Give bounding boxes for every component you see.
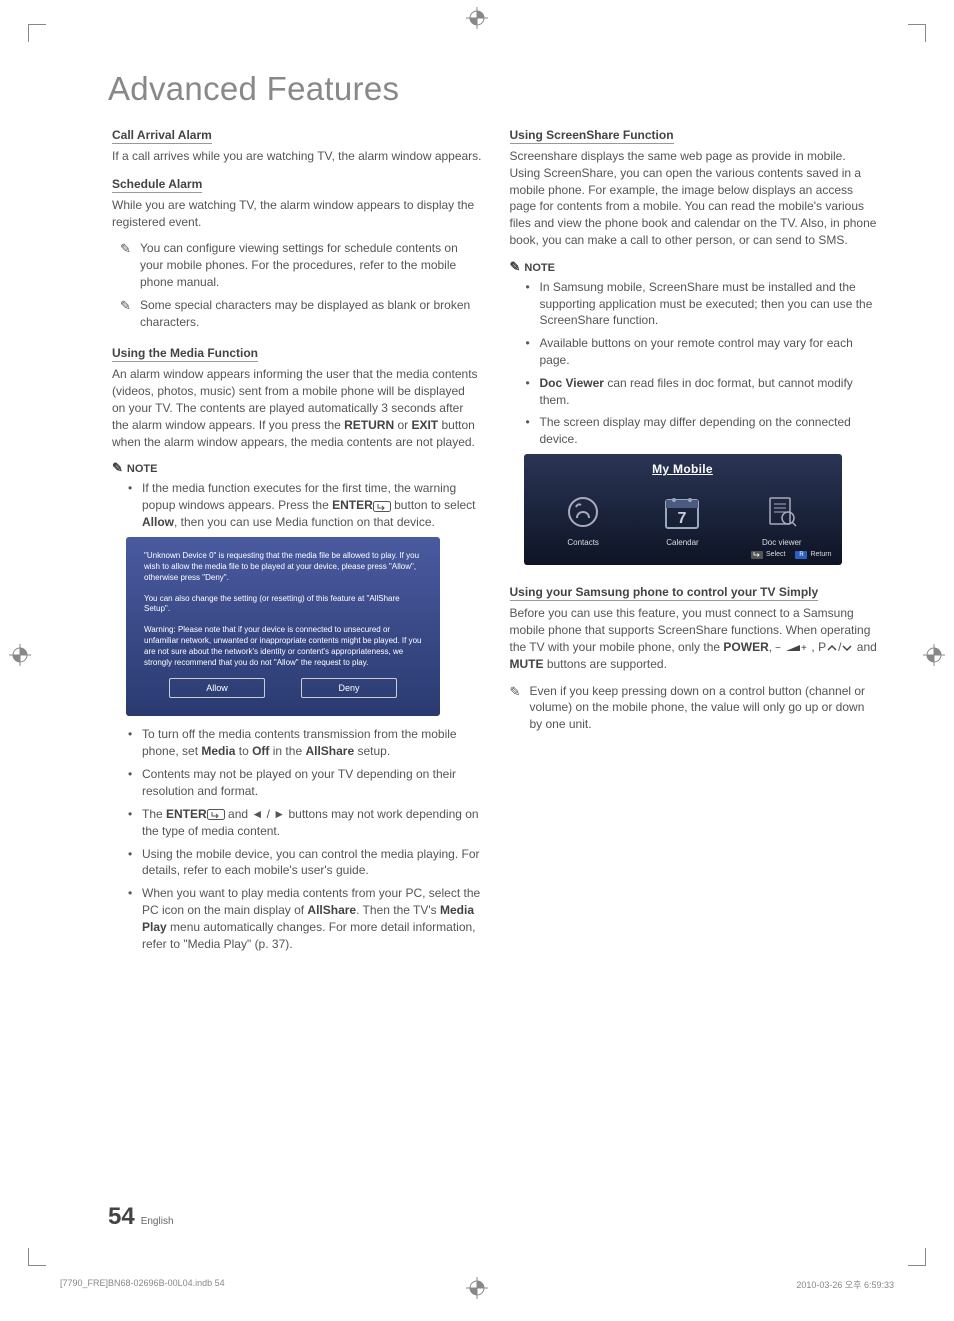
- allow-button[interactable]: Allow: [169, 678, 265, 698]
- svg-text:−: −: [775, 643, 781, 652]
- text-call-alarm: If a call arrives while you are watching…: [112, 148, 482, 165]
- contacts-item: Contacts: [561, 490, 605, 547]
- docviewer-item: Doc viewer: [760, 490, 804, 547]
- mobile-title: My Mobile: [534, 462, 832, 476]
- media-bullet-5: Using the mobile device, you can control…: [142, 846, 482, 880]
- screenshare-bullet-1: In Samsung mobile, ScreenShare must be i…: [540, 279, 880, 329]
- calendar-item: 7 Calendar: [660, 490, 704, 547]
- screenshare-bullet-3: Doc Viewer can read files in doc format,…: [540, 375, 880, 409]
- media-bullet-2: To turn off the media contents transmiss…: [142, 726, 482, 760]
- note-label: ✎NOTE: [510, 259, 880, 275]
- hand-icon: ✎: [120, 240, 131, 258]
- dialog-text-1: "Unknown Device 0" is requesting that th…: [144, 551, 422, 583]
- page-number: 54: [108, 1203, 135, 1231]
- select-hint: Select: [751, 551, 785, 559]
- heading-samsung-phone: Using your Samsung phone to control your…: [510, 585, 819, 601]
- docviewer-label: Doc viewer: [760, 538, 804, 547]
- heading-schedule-alarm: Schedule Alarm: [112, 177, 202, 193]
- media-bullet-6: When you want to play media contents fro…: [142, 885, 482, 952]
- chevron-up-icon: [826, 639, 838, 656]
- text-screenshare: Screenshare displays the same web page a…: [510, 148, 880, 249]
- allow-deny-dialog: "Unknown Device 0" is requesting that th…: [126, 537, 440, 716]
- heading-media: Using the Media Function: [112, 346, 258, 362]
- note-schedule-2: ✎Some special characters may be displaye…: [112, 297, 482, 331]
- volume-bar-icon: [785, 639, 801, 656]
- svg-text:+: +: [801, 643, 807, 652]
- dialog-text-2: You can also change the setting (or rese…: [144, 594, 422, 616]
- note-label: ✎NOTE: [112, 460, 482, 476]
- enter-icon: [207, 806, 225, 823]
- screenshare-bullet-4: The screen display may differ depending …: [540, 414, 880, 448]
- contacts-icon: [561, 490, 605, 534]
- docviewer-icon: [760, 490, 804, 534]
- contacts-label: Contacts: [561, 538, 605, 547]
- print-file: [7790_FRE]BN68-02696B-00L04.indb 54: [60, 1278, 225, 1291]
- media-bullet-4: The ENTER and ◄ / ► buttons may not work…: [142, 806, 482, 840]
- calendar-icon: 7: [660, 490, 704, 534]
- my-mobile-mockup: My Mobile Contacts 7 Calendar: [524, 454, 842, 565]
- hand-icon: ✎: [510, 259, 521, 275]
- return-hint: RReturn: [795, 551, 831, 559]
- volume-plus-icon: +: [801, 639, 811, 656]
- heading-screenshare: Using ScreenShare Function: [510, 128, 674, 144]
- media-bullet-3: Contents may not be played on your TV de…: [142, 766, 482, 800]
- hand-icon: ✎: [112, 460, 123, 476]
- text-media: An alarm window appears informing the us…: [112, 366, 482, 450]
- dialog-text-3: Warning: Please note that if your device…: [144, 625, 422, 668]
- volume-minus-icon: −: [775, 639, 785, 656]
- hand-icon: ✎: [510, 683, 521, 701]
- deny-button[interactable]: Deny: [301, 678, 397, 698]
- note-schedule-1: ✎You can configure viewing settings for …: [112, 240, 482, 290]
- print-datetime: 2010-03-26 오후 6:59:33: [796, 1278, 894, 1291]
- text-schedule-alarm: While you are watching TV, the alarm win…: [112, 197, 482, 231]
- hand-icon: ✎: [120, 297, 131, 315]
- calendar-label: Calendar: [660, 538, 704, 547]
- text-samsung-phone: Before you can use this feature, you mus…: [510, 605, 880, 673]
- media-bullet-1: If the media function executes for the f…: [142, 480, 482, 531]
- enter-key-icon: [751, 551, 763, 559]
- page-language: English: [141, 1216, 174, 1227]
- heading-call-alarm: Call Arrival Alarm: [112, 128, 212, 144]
- screenshare-bullet-2: Available buttons on your remote control…: [540, 335, 880, 369]
- svg-text:7: 7: [678, 510, 687, 527]
- note-samsung-phone: ✎Even if you keep pressing down on a con…: [510, 683, 880, 733]
- page-title: Advanced Features: [108, 70, 879, 108]
- return-key-icon: R: [795, 551, 807, 559]
- enter-icon: [373, 498, 391, 515]
- chevron-down-icon: [841, 639, 853, 656]
